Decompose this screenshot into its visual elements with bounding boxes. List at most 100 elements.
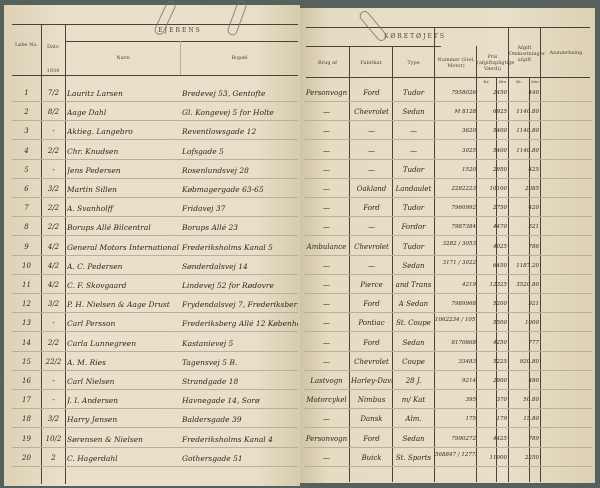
row-rule [304, 273, 592, 275]
cell-date: - [52, 377, 55, 385]
cell-no: 13 [22, 319, 31, 328]
header-top-rule [12, 24, 298, 25]
cell-name: Carla Lunnegreen [67, 338, 137, 348]
col-line [496, 77, 497, 482]
row-rule [12, 254, 298, 256]
header-no: Løbe No. [15, 42, 38, 48]
cell-number: 1062234 / 1057713 [435, 317, 476, 324]
cell-tax: 50.80 [523, 397, 539, 404]
cell-tax: 521 [528, 224, 540, 231]
cell-tax: 777 [528, 339, 540, 346]
cell-date: 3/2 [47, 300, 60, 309]
cell-no: 5 [24, 165, 29, 174]
header-kr: Kr. [483, 79, 490, 84]
cell-name: Carl Persson [67, 319, 116, 329]
cell-no: 3 [24, 127, 29, 136]
cell-tax: 786 [528, 243, 540, 250]
header-use: Brug af [318, 60, 337, 66]
cell-tax: 15.80 [523, 416, 539, 423]
cell-no: 12 [22, 300, 31, 309]
cell-no: 19 [22, 434, 31, 443]
cell-type: St. Sports [395, 453, 432, 462]
cell-number: 7987384 [451, 224, 477, 231]
cell-type: — [410, 146, 417, 155]
cell-number: 2282223 [451, 186, 477, 192]
cell-date: 7/2 [47, 89, 60, 97]
row-rule [304, 139, 592, 141]
cell-price: 2750 [493, 205, 507, 212]
row-rule [304, 216, 592, 218]
row-rule [12, 369, 298, 371]
cell-type: Tudor [402, 165, 425, 174]
row-rule [12, 446, 298, 448]
cell-use: — [323, 453, 330, 462]
col-line [41, 24, 42, 484]
cell-type: Tudor [402, 204, 425, 213]
cell-type: Sedan [402, 261, 425, 270]
cell-name: Carl Nielsen [67, 377, 115, 386]
cell-type: St. Coupe [396, 319, 431, 328]
cell-no: 4 [24, 146, 29, 155]
cell-use: — [323, 204, 330, 213]
row-rule [304, 254, 592, 256]
row-rule [12, 101, 298, 102]
cell-name: J. I. Andersen [67, 396, 119, 406]
col-line [476, 46, 477, 482]
cell-type: Tudor [402, 242, 425, 251]
cell-use: — [323, 281, 330, 289]
cell-make: Ford [363, 89, 380, 97]
section-title-owner: EJERENS [158, 27, 202, 34]
cell-name: A. C. Pedersen [67, 261, 123, 271]
cell-use: Personvogn [305, 434, 348, 443]
cell-use: — [323, 223, 330, 232]
cell-price: 5200 [493, 301, 507, 308]
cell-address: Reventlowsgade 12 [182, 127, 257, 137]
row-rule [304, 158, 592, 160]
cell-address: Købmagergade 63-65 [182, 185, 264, 194]
cell-tax: 921 [528, 301, 540, 308]
cell-type: Landaulet [395, 185, 432, 193]
row-rule [304, 177, 592, 179]
row-rule [304, 293, 592, 294]
cell-number: 7958026 [451, 90, 477, 96]
cell-date: - [52, 396, 55, 405]
cell-make: — [368, 165, 375, 174]
cell-type: Coupe [402, 357, 425, 366]
cell-address: Havnegade 14, Sorø [182, 396, 260, 406]
section-title-vehicle: KØRETØJETS [384, 33, 446, 40]
ledger-left-page [4, 5, 300, 486]
cell-make: Oakland [356, 185, 387, 193]
cell-number: 7990272 [451, 435, 477, 442]
cell-type: Alm. [405, 415, 422, 424]
cell-price: 10100 [489, 186, 508, 192]
row-rule [12, 331, 298, 333]
cell-number: 568847 / 127753 [435, 451, 476, 458]
header-make: Fabrikat [360, 60, 382, 66]
cell-price: 2800 [493, 378, 507, 384]
cell-name: Aage Dahl [67, 108, 107, 118]
cell-use: Motorcykel [306, 396, 347, 405]
cell-price: 2450 [493, 90, 507, 96]
cell-name: A. M. Ries [67, 357, 106, 367]
row-rule [12, 235, 298, 237]
cell-make: Chevrolet [354, 242, 389, 251]
row-rule [304, 101, 592, 102]
header-price: Pris (afgiftspligtige Værdi) [477, 54, 515, 72]
cell-no: 17 [22, 396, 31, 405]
cell-type: and Trans [395, 281, 432, 289]
cell-name: Harry Jensen [67, 415, 118, 425]
header-mid-rule-right [306, 46, 441, 47]
cell-price: 12325 [489, 282, 508, 288]
row-rule [12, 120, 298, 122]
cell-make: — [368, 261, 375, 270]
cell-use: — [323, 165, 330, 174]
cell-tax: 440 [528, 90, 540, 96]
row-rule [304, 235, 592, 237]
cell-use: — [323, 261, 330, 270]
cell-type: Sedan [402, 434, 425, 443]
cell-name: P. H. Nielsen & Aage Drust [67, 300, 170, 310]
col-line [508, 27, 509, 482]
cell-number: 3282 / 3053 [442, 240, 476, 247]
cell-address: Gl. Kongevej 5 for Holte [182, 108, 274, 118]
cell-name: Jens Pedersen [67, 165, 121, 175]
